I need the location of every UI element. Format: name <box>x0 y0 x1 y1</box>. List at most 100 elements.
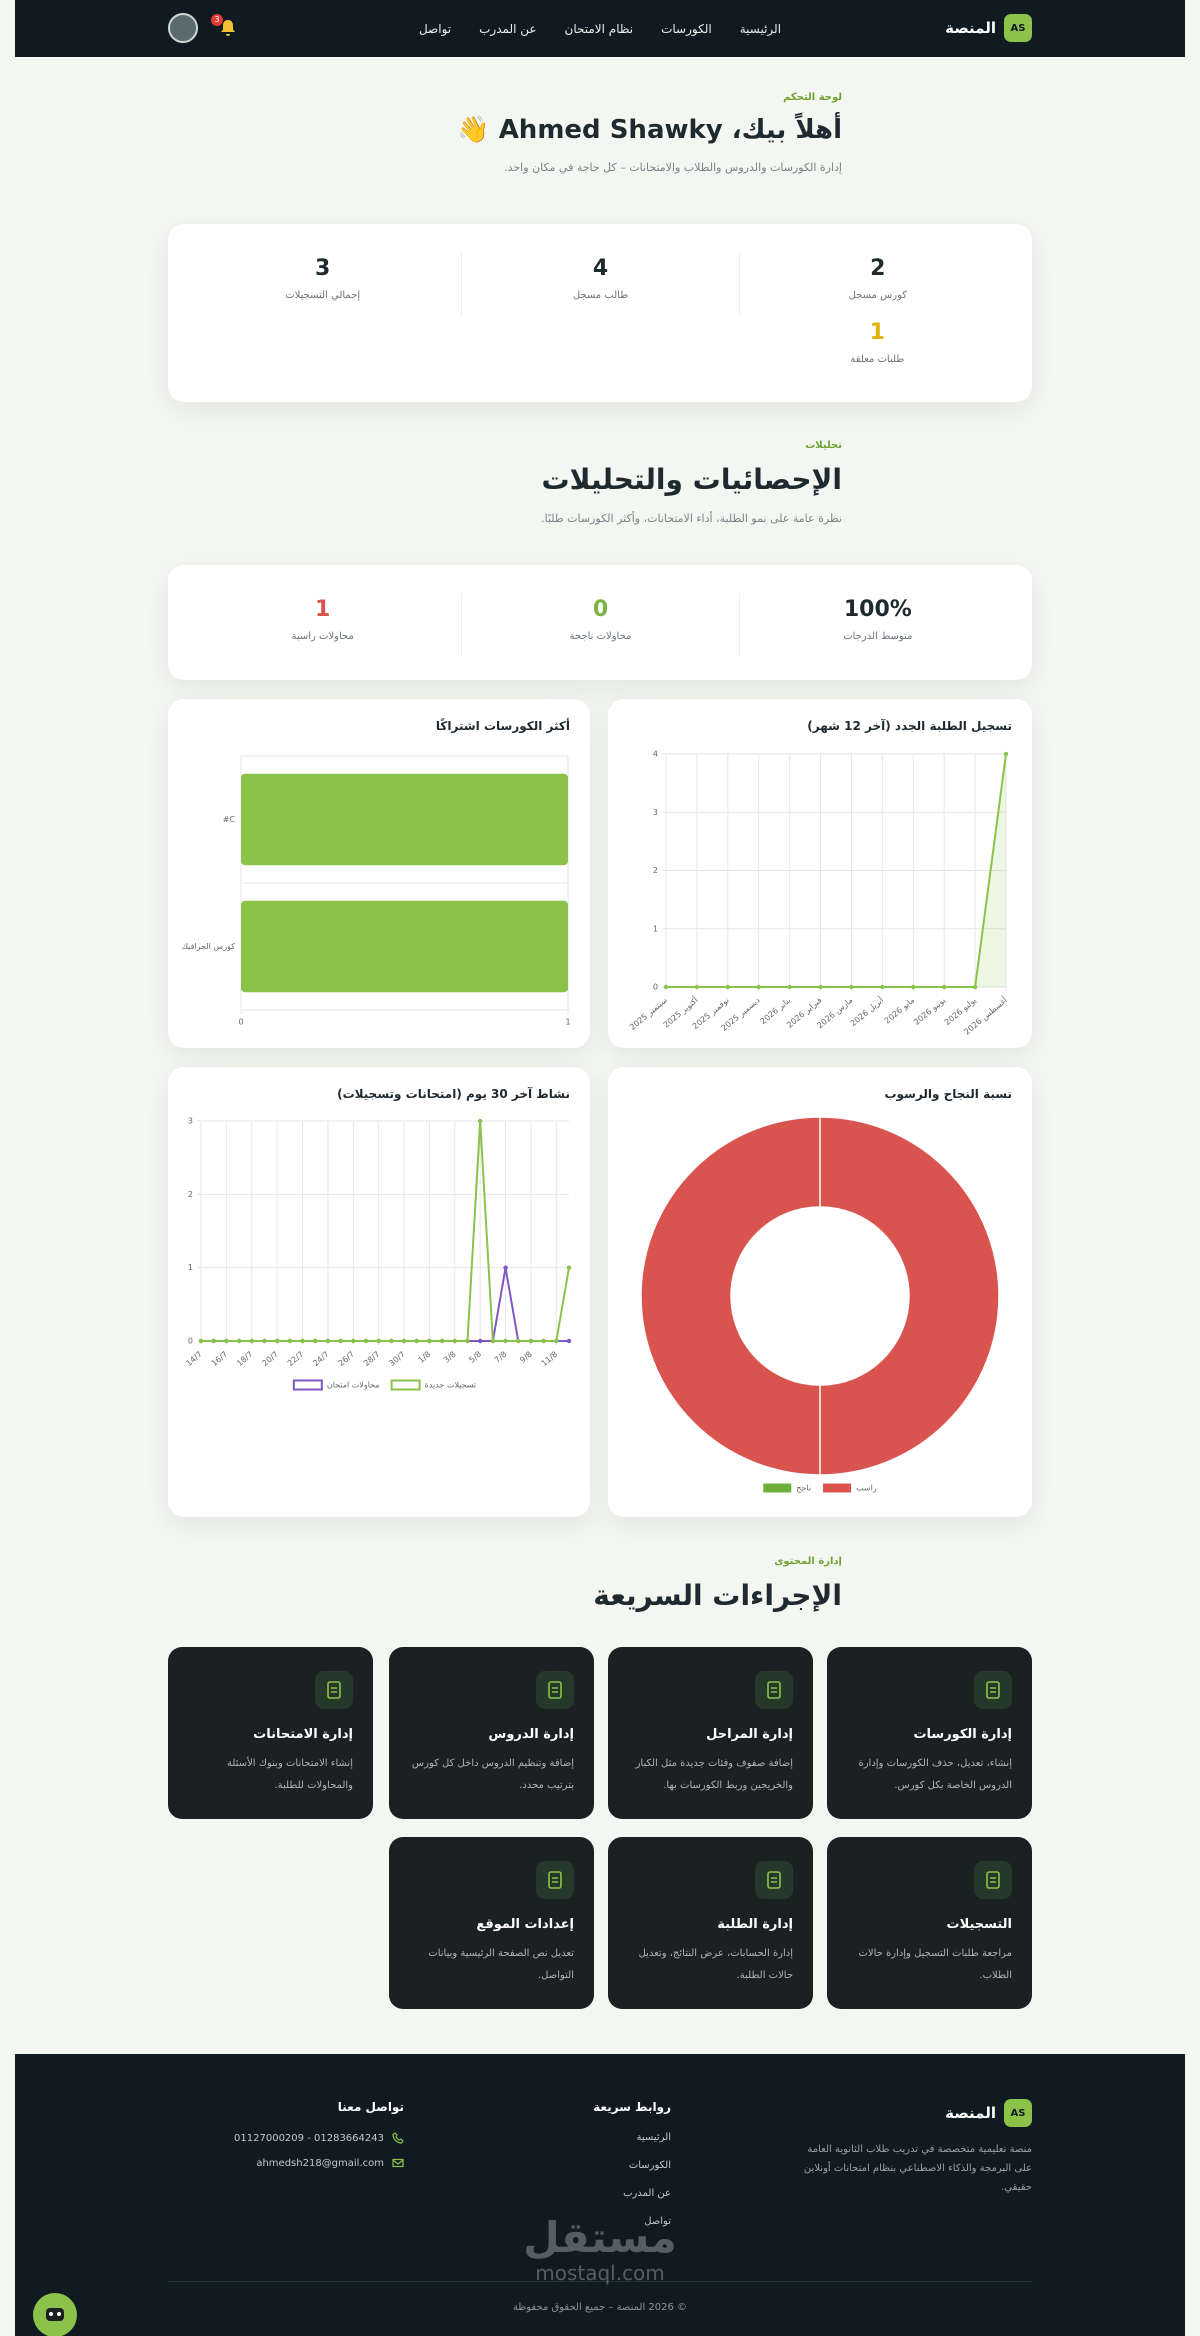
y-tick-label: 2 <box>653 866 658 875</box>
footer-link[interactable]: الكورسات <box>628 2160 671 2171</box>
copyright: © 2026 المنصة – جميع الحقوق محفوظة <box>512 2302 688 2313</box>
brand[interactable]: AS المنصة <box>945 14 1032 42</box>
action-card[interactable]: إدارة الدروس إضافة وتنظيم الدروس داخل كل … <box>389 1647 594 1819</box>
point <box>787 984 792 990</box>
icon-box <box>974 1671 1012 1709</box>
icon <box>986 1871 1000 1889</box>
avatar[interactable] <box>168 13 198 43</box>
point <box>236 1338 242 1344</box>
stat: 1 طلبات معلقة <box>739 316 1016 380</box>
footer-link[interactable]: الرئيسية <box>636 2132 671 2143</box>
chart: ناجح راسب <box>640 1116 1000 1493</box>
point <box>541 1338 546 1344</box>
eyebrow: إدارة المحتوى <box>774 1556 842 1567</box>
icon-shape <box>986 1681 1000 1699</box>
icon <box>767 1871 781 1889</box>
point <box>351 1338 356 1344</box>
stat: 3 إجمالي التسجيلات <box>184 252 461 316</box>
chart: 0 1 #C كورس الجرافيك <box>181 755 571 1027</box>
footer-brand[interactable]: AS المنصة <box>945 2099 1032 2127</box>
brand-name: المنصة <box>945 2104 996 2122</box>
point <box>477 1118 483 1124</box>
point <box>313 1338 318 1344</box>
nav-link[interactable]: عن المدرب <box>479 21 537 36</box>
y-tick-label: كورس الجرافيك <box>181 942 235 951</box>
stat-value: 1 <box>869 320 885 345</box>
stat-label: طالب مسجل <box>572 290 629 301</box>
footer-link[interactable]: عن المدرب <box>623 2188 671 2199</box>
navbar: AS المنصة الرئيسية الكورسات نظام الامتحان ع… <box>15 0 1185 57</box>
nav-link[interactable]: الكورسات <box>661 21 712 36</box>
action-card[interactable]: إدارة الطلبة إدارة الحسابات، عرض النتائج،… <box>608 1837 813 2009</box>
nav-links: الرئيسية الكورسات نظام الامتحان عن المدرب تو… <box>419 0 781 57</box>
icon-box <box>974 1861 1012 1899</box>
point <box>198 1338 204 1344</box>
y-tick-label: 4 <box>653 750 658 759</box>
card-title: إدارة الامتحانات <box>253 1727 353 1742</box>
action-card[interactable]: إعدادات الموقع تعديل نص الصفحة الرئيسية و… <box>389 1837 594 2009</box>
icon-box <box>536 1861 574 1899</box>
y-tick-label: 2 <box>188 1190 193 1199</box>
card-title: إدارة الكورسات <box>913 1727 1012 1742</box>
card-text: إدارة الحسابات، عرض النتائج، وتعديل حالا… <box>638 1948 793 1981</box>
point <box>818 984 823 990</box>
point <box>490 1338 496 1344</box>
stat: 100% متوسط الدرجات <box>738 593 1016 657</box>
line <box>201 1267 569 1342</box>
point <box>439 1338 445 1344</box>
legend-swatch <box>390 1379 421 1391</box>
bar <box>241 900 568 993</box>
badge: 3 <box>211 14 223 26</box>
icon-shape <box>548 1681 562 1699</box>
x-tick-label: 0 <box>238 1018 243 1027</box>
chart-card: تسجيل الطلبة الجدد (آخر 12 شهر) سبتمبر 2… <box>608 699 1032 1048</box>
nav-link[interactable]: الرئيسية <box>739 21 782 36</box>
stat-value: 0 <box>592 597 609 622</box>
point <box>300 1338 305 1344</box>
eyebrow: لوحة التحكم <box>783 92 842 103</box>
icon-shape <box>767 1681 781 1699</box>
point <box>363 1338 369 1344</box>
chat-button[interactable] <box>33 2293 77 2336</box>
icon-box <box>755 1671 793 1709</box>
legend-swatch <box>823 1483 852 1493</box>
chart-card: نسبة النجاح والرسوب ناجح راسب <box>608 1067 1032 1517</box>
point <box>880 984 885 990</box>
footer-link[interactable]: تواصل <box>644 2216 671 2227</box>
chat-icon <box>46 2308 64 2321</box>
nav-link[interactable]: نظام الامتحان <box>564 21 634 36</box>
action-card[interactable]: التسجيلات مراجعة طلبات التسجيل وإدارة حال… <box>827 1837 1032 2009</box>
action-card[interactable]: إدارة الامتحانات إنشاء الامتحانات وبنوك ا… <box>168 1647 373 1819</box>
bar <box>241 773 568 866</box>
point <box>401 1338 407 1344</box>
icon-shape <box>771 1687 777 1693</box>
point <box>528 1338 534 1344</box>
stat-label: محاولات راسبة <box>291 631 354 642</box>
y-tick-label: 3 <box>188 1117 193 1126</box>
chart-title: أكثر الكورسات اشتراكًا <box>435 719 570 733</box>
stat-label: طلبات معلقة <box>850 354 905 365</box>
stat: 4 طالب مسجل <box>461 252 738 316</box>
chart-card: نشاط آخر 30 يوم (امتحانات وتسجيلات) 14/7… <box>168 1067 590 1517</box>
y-tick-label: 0 <box>188 1337 193 1346</box>
contact-email: ahmedsh218@gmail.com <box>256 2157 404 2169</box>
x-tick-label: 30/7 <box>387 1350 407 1368</box>
hero-subtitle: إدارة الكورسات والدروس والطلاب والامتحان… <box>504 161 842 174</box>
icon <box>548 1871 562 1889</box>
card-title: إدارة الدروس <box>488 1727 574 1742</box>
phone-icon <box>392 2132 404 2144</box>
footer-description: منصة تعليمية متخصصة في تدريب طلاب الثانو… <box>803 2144 1032 2193</box>
notifications[interactable]: 3 <box>211 14 238 39</box>
phone: 01283664243 - 01127000209 <box>234 2132 384 2144</box>
legend-label: تسجيلات جديدة <box>425 1381 477 1390</box>
eyebrow: تحليلات <box>805 440 842 451</box>
nav-link[interactable]: تواصل <box>418 21 452 36</box>
line <box>201 1120 570 1342</box>
point <box>249 1338 254 1344</box>
action-card[interactable]: إدارة المراحل إضافة صفوف وفئات جديدة مثل … <box>608 1647 813 1819</box>
point <box>477 1338 483 1344</box>
action-card[interactable]: إدارة الكورسات إنشاء، تعديل، حذف الكورسات… <box>827 1647 1032 1819</box>
x-tick-label: 1/8 <box>417 1350 433 1365</box>
